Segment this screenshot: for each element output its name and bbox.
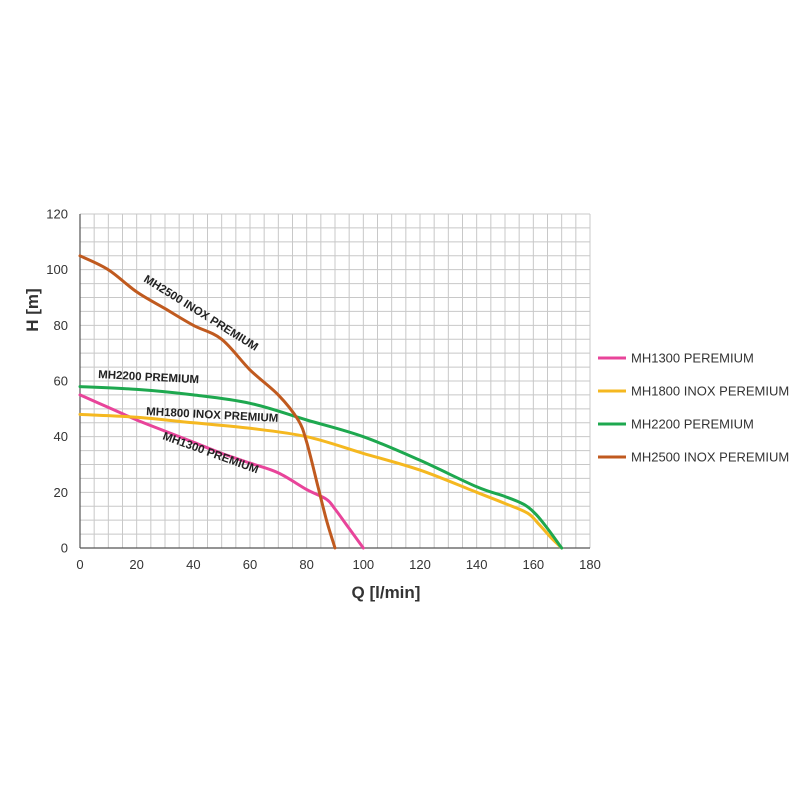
series-line-mh1300-peremium [78, 393, 365, 550]
y-tick-label: 0 [61, 541, 68, 556]
x-tick-label: 20 [129, 557, 143, 572]
x-tick-label: 160 [522, 557, 544, 572]
curve-label-mh2200-premium: MH2200 PREMIUM [98, 369, 199, 386]
x-tick-label: 180 [579, 557, 601, 572]
series-lines [78, 254, 564, 550]
series-line-mh2500-inox-peremium [78, 254, 337, 550]
x-tick-label: 80 [299, 557, 313, 572]
y-tick-label: 60 [54, 374, 68, 389]
x-tick-label: 120 [409, 557, 431, 572]
y-tick-label: 80 [54, 318, 68, 333]
y-tick-label: 120 [46, 207, 68, 222]
curve-label-mh2500-inox-premium: MH2500 INOX PREMIUM [141, 273, 260, 353]
x-tick-label: 0 [76, 557, 83, 572]
y-tick-label: 100 [46, 262, 68, 277]
legend-entry: MH2200 PEREMIUM [631, 417, 754, 432]
series-line-mh2200-peremium [78, 385, 564, 550]
y-axis-title: H [m] [23, 288, 42, 331]
axes: 0 20 40 60 80 100 120 140 160 180 0 20 40 60 80 100 120 [46, 207, 601, 573]
legend-entry: MH1300 PEREMIUM [631, 351, 754, 366]
legend: MH1300 PEREMIUM MH1800 INOX PEREMIUM MH220… [598, 351, 789, 465]
series-line-mh1800-inox-peremium [78, 412, 564, 550]
y-tick-label: 40 [54, 429, 68, 444]
x-tick-label: 100 [352, 557, 374, 572]
x-tick-label: 140 [466, 557, 488, 572]
curve-label-mh1300-premium: MH1300 PREMIUM [161, 431, 260, 477]
legend-entry: MH2500 INOX PEREMIUM [631, 450, 789, 465]
x-tick-label: 40 [186, 557, 200, 572]
x-tick-label: 60 [243, 557, 257, 572]
legend-entry: MH1800 INOX PEREMIUM [631, 384, 789, 399]
y-tick-label: 20 [54, 485, 68, 500]
x-axis-title: Q [l/min] [352, 583, 421, 602]
